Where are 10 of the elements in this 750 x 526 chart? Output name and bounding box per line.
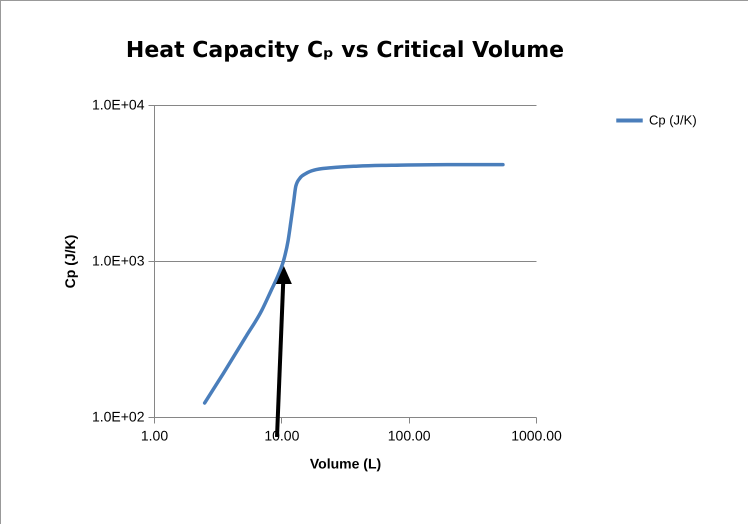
- legend-label: Cp (J/K): [649, 112, 697, 128]
- y-tick-label: 1.0E+02: [92, 408, 145, 424]
- x-tick-label: 100.00: [388, 428, 431, 444]
- x-tick-label: 1000.00: [511, 428, 562, 444]
- chart-title: Heat Capacity Cₚ vs Critical Volume: [126, 38, 564, 63]
- y-tick-label: 1.0E+04: [92, 96, 145, 112]
- x-tick-label: 1.00: [140, 428, 168, 444]
- x-axis-title: Volume (L): [310, 456, 382, 472]
- y-tick-label: 1.0E+03: [92, 252, 145, 268]
- y-axis-title: Cp (J/K): [62, 234, 78, 288]
